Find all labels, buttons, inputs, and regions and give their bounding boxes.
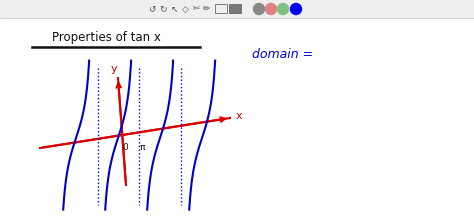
Bar	[215, 4, 227, 13]
Bar	[0, 0, 474, 18]
Circle shape	[277, 4, 289, 15]
Text: π: π	[140, 143, 146, 152]
Text: ◇: ◇	[182, 4, 189, 13]
Text: x: x	[236, 111, 243, 121]
Circle shape	[265, 4, 276, 15]
Text: ✂: ✂	[192, 4, 200, 13]
Text: ↻: ↻	[159, 4, 167, 13]
Circle shape	[254, 4, 264, 15]
Text: ↖: ↖	[170, 4, 178, 13]
Text: 0: 0	[122, 143, 128, 152]
Text: ✏: ✏	[203, 4, 211, 13]
Circle shape	[291, 4, 301, 15]
Text: y: y	[111, 64, 117, 74]
Text: Properties of tan x: Properties of tan x	[52, 32, 161, 44]
Text: ↺: ↺	[148, 4, 156, 13]
Text: domain =: domain =	[252, 48, 313, 61]
Bar	[229, 4, 241, 13]
